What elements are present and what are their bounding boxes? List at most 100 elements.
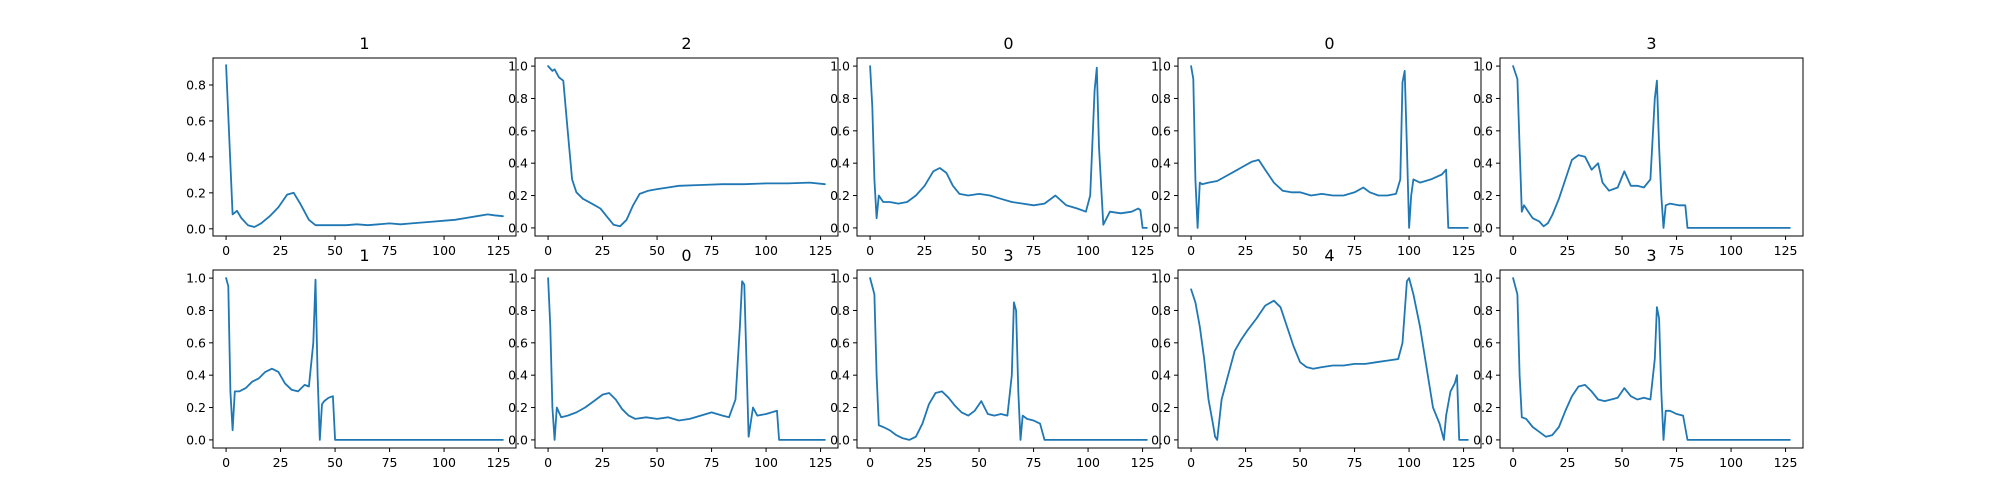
- axes-frame: [856, 57, 1161, 237]
- x-tick-label: 125: [809, 243, 833, 258]
- y-tick-label: 0.6: [508, 335, 528, 350]
- x-tick-label: 50: [1292, 455, 1308, 470]
- y-tick-label: 1.0: [830, 59, 850, 74]
- subplot-5: 3 0 25 50 75 100 125 0.0 0.2 0.4 0.6 0.8 1.0: [1473, 34, 1804, 258]
- y-tick-label: 0.8: [186, 77, 206, 92]
- y-tick-label: 0.8: [1151, 303, 1171, 318]
- x-tick-label: 0: [222, 455, 230, 470]
- y-tick-label: 0.4: [1151, 368, 1171, 383]
- x-tick-label: 0: [544, 243, 552, 258]
- subplot-title: 3: [1646, 34, 1656, 53]
- y-tick-label: 0.4: [1473, 368, 1493, 383]
- series-line: [1512, 65, 1791, 229]
- x-tick-label: 0: [1509, 455, 1517, 470]
- x-tick-label: 25: [1238, 243, 1254, 258]
- subplot-title: 4: [1324, 246, 1334, 265]
- series-line: [225, 64, 504, 228]
- axes-frame: [856, 269, 1161, 449]
- x-tick-label: 50: [971, 455, 987, 470]
- x-tick-label: 25: [595, 243, 611, 258]
- y-tick-label: 0.0: [1151, 432, 1171, 447]
- x-tick-label: 0: [544, 455, 552, 470]
- x-tick-label: 0: [866, 243, 874, 258]
- y-tick-label: 0.6: [1151, 335, 1171, 350]
- subplot-9: 4 0 25 50 75 100 125 0.0 0.2 0.4 0.6 0.8 1.0: [1151, 246, 1482, 470]
- y-tick-label: 0.8: [1151, 91, 1171, 106]
- y-tick-label: 0.0: [186, 432, 206, 447]
- series-line: [547, 65, 826, 228]
- y-tick-label: 0.6: [1473, 123, 1493, 138]
- subplot-title: 0: [1003, 34, 1013, 53]
- y-tick-label: 0.0: [508, 432, 528, 447]
- y-tick-label: 0.4: [508, 156, 528, 171]
- x-tick-label: 75: [1347, 455, 1363, 470]
- x-tick-label: 50: [649, 455, 665, 470]
- subplot-4: 0 0 25 50 75 100 125 0.0 0.2 0.4 0.6 0.8 1.0: [1151, 34, 1482, 258]
- axes-frame: [534, 269, 839, 449]
- x-tick-label: 100: [1719, 243, 1743, 258]
- y-tick-label: 0.2: [1151, 400, 1171, 415]
- x-tick-label: 100: [1397, 243, 1421, 258]
- axes-frame: [534, 57, 839, 237]
- y-tick-label: 0.0: [508, 220, 528, 235]
- x-tick-label: 100: [432, 455, 456, 470]
- x-tick-label: 25: [1560, 455, 1576, 470]
- y-tick-label: 1.0: [1473, 271, 1493, 286]
- y-tick-label: 0.4: [1473, 156, 1493, 171]
- x-tick-label: 0: [866, 455, 874, 470]
- y-tick-label: 0.6: [508, 123, 528, 138]
- x-tick-label: 125: [1452, 455, 1476, 470]
- subplot-title: 2: [681, 34, 691, 53]
- y-tick-label: 1.0: [830, 271, 850, 286]
- x-tick-label: 75: [1669, 243, 1685, 258]
- y-tick-label: 1.0: [1151, 59, 1171, 74]
- x-tick-label: 125: [487, 455, 511, 470]
- x-tick-label: 100: [1719, 455, 1743, 470]
- x-tick-label: 0: [1509, 243, 1517, 258]
- y-tick-label: 0.2: [1473, 400, 1493, 415]
- y-tick-label: 0.8: [1473, 303, 1493, 318]
- series-line: [1190, 277, 1469, 441]
- subplot-7: 0 0 25 50 75 100 125 0.0 0.2 0.4 0.6 0.8 1.0: [508, 246, 839, 470]
- y-tick-label: 0.6: [830, 123, 850, 138]
- x-tick-label: 100: [1076, 243, 1100, 258]
- subplot-title: 3: [1003, 246, 1013, 265]
- y-tick-label: 0.2: [508, 400, 528, 415]
- x-tick-label: 0: [1187, 455, 1195, 470]
- x-tick-label: 50: [327, 455, 343, 470]
- subplot-title: 0: [1324, 34, 1334, 53]
- y-tick-label: 0.0: [830, 432, 850, 447]
- y-tick-label: 1.0: [508, 59, 528, 74]
- subplot-title: 1: [359, 34, 369, 53]
- y-tick-label: 0.4: [186, 149, 206, 164]
- subplot-3: 0 0 25 50 75 100 125 0.0 0.2 0.4 0.6 0.8 1.0: [830, 34, 1161, 258]
- x-tick-label: 125: [1452, 243, 1476, 258]
- x-tick-label: 125: [487, 243, 511, 258]
- y-tick-label: 0.6: [1151, 123, 1171, 138]
- x-tick-label: 75: [704, 243, 720, 258]
- y-tick-label: 1.0: [508, 271, 528, 286]
- x-tick-label: 125: [1131, 243, 1155, 258]
- x-tick-label: 75: [1026, 243, 1042, 258]
- subplot-10: 3 0 25 50 75 100 125 0.0 0.2 0.4 0.6 0.8 1.0: [1473, 246, 1804, 470]
- y-tick-label: 0.2: [186, 400, 206, 415]
- x-tick-label: 100: [754, 455, 778, 470]
- y-tick-label: 0.6: [830, 335, 850, 350]
- y-tick-label: 0.2: [1473, 188, 1493, 203]
- x-tick-label: 25: [595, 455, 611, 470]
- y-tick-label: 0.6: [1473, 335, 1493, 350]
- x-tick-label: 125: [809, 455, 833, 470]
- y-tick-label: 0.4: [830, 156, 850, 171]
- y-tick-label: 0.4: [186, 368, 206, 383]
- y-tick-label: 0.0: [1473, 220, 1493, 235]
- subplot-6: 1 0 25 50 75 100 125 0.0 0.2 0.4 0.6 0.8 1.0: [186, 246, 517, 470]
- y-tick-label: 0.0: [1473, 432, 1493, 447]
- x-tick-label: 50: [327, 243, 343, 258]
- axes-frame: [1499, 269, 1804, 449]
- x-tick-label: 100: [754, 243, 778, 258]
- x-tick-label: 0: [1187, 243, 1195, 258]
- y-tick-label: 0.6: [186, 113, 206, 128]
- x-tick-label: 0: [222, 243, 230, 258]
- series-line: [547, 277, 826, 441]
